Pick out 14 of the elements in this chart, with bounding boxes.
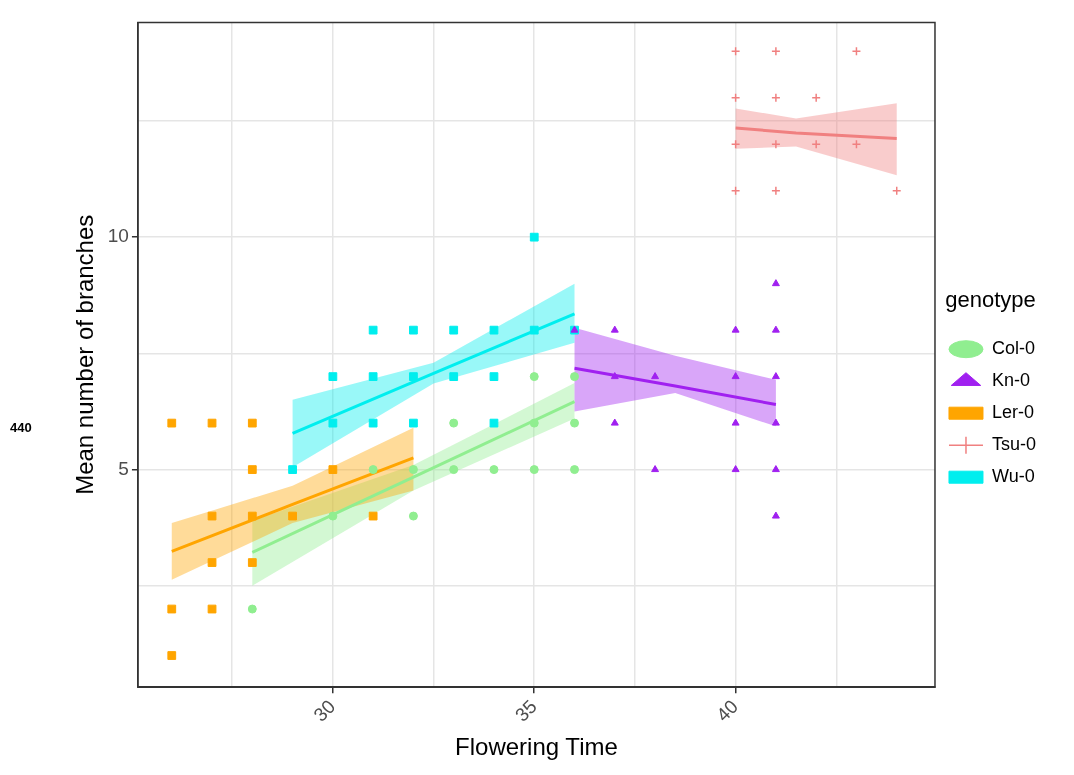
- y-tick-label: 10: [107, 225, 129, 247]
- y-tick-label: 5: [118, 457, 129, 479]
- x-axis-title: Flowering Time: [455, 733, 618, 761]
- x-tick-label: 35: [510, 695, 541, 726]
- legend-title: genotype: [945, 286, 1036, 312]
- legend-label: Tsu-0: [991, 434, 1036, 455]
- x-tick-label: 30: [309, 695, 340, 726]
- legend-label: Kn-0: [991, 370, 1031, 391]
- legend-label: Wu-0: [991, 466, 1035, 487]
- legend-label: Col-0: [991, 338, 1035, 359]
- text: 440: [10, 420, 32, 435]
- legend-label: Ler-0: [991, 402, 1035, 423]
- x-tick-label: 40: [712, 695, 743, 726]
- y-axis-title: Mean number of branches: [71, 214, 99, 495]
